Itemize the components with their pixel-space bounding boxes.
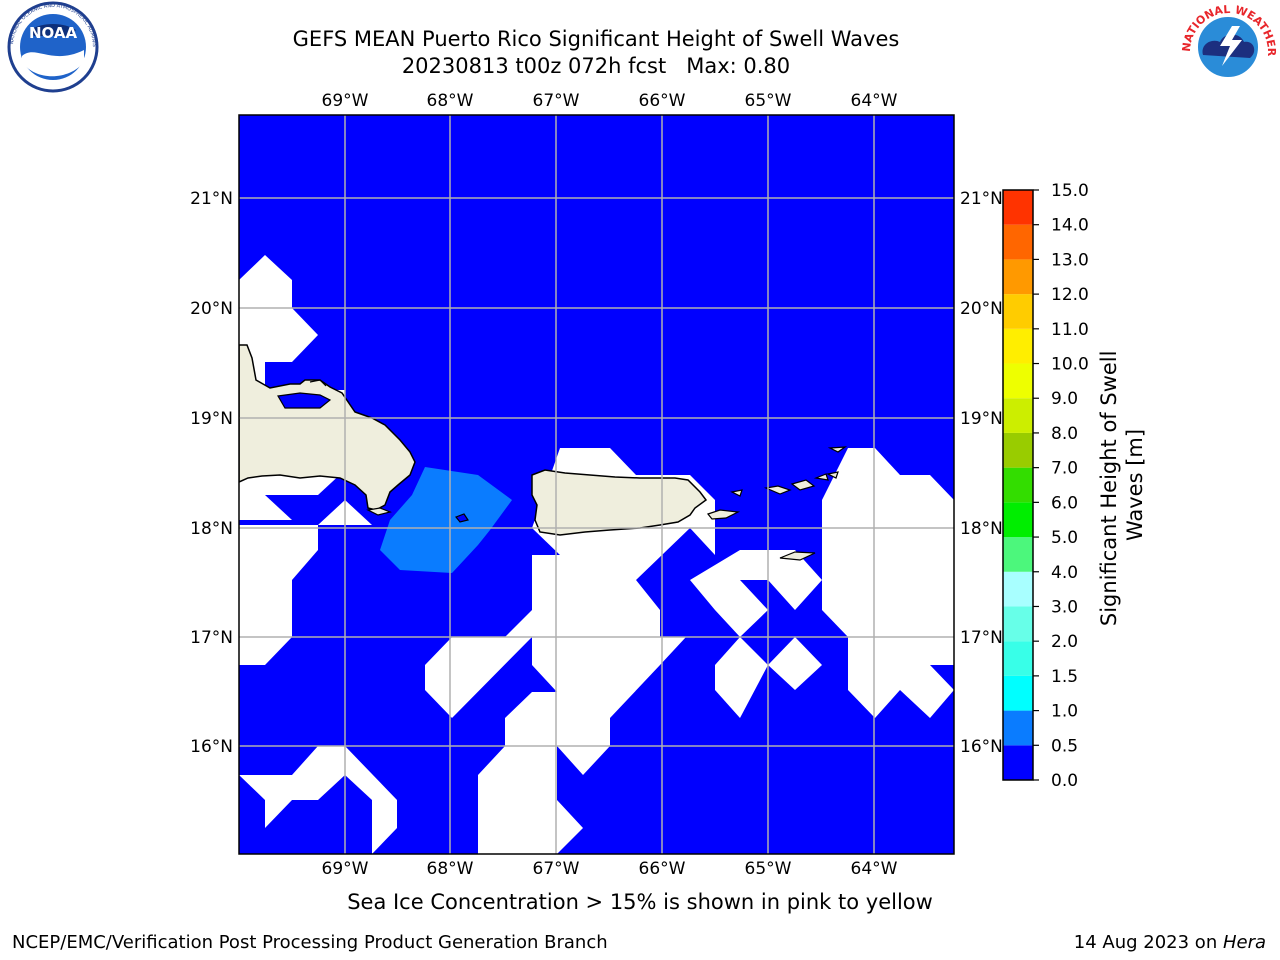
lat-tick-label: 18°N: [190, 519, 233, 539]
lat-tick-label: 20°N: [960, 299, 1003, 319]
lat-labels-right: 21°N 20°N 19°N 18°N 17°N 16°N: [960, 189, 1003, 757]
chart-title: GEFS MEAN Puerto Rico Significant Height…: [292, 27, 900, 51]
colorbar-segment: [1003, 641, 1033, 676]
lon-tick-label: 68°W: [427, 91, 474, 111]
colorbar-label: Significant Height of Swell Waves [m]: [1097, 344, 1147, 626]
hispaniola-landmass: [239, 344, 416, 511]
footer-date-text: 14 Aug 2023 on: [1073, 932, 1223, 953]
swell-contour-0-5: [380, 467, 512, 573]
lat-tick-label: 19°N: [190, 409, 233, 429]
map-frame: [238, 114, 955, 855]
colorbar-segment: [1003, 294, 1033, 329]
colorbar-segment: [1003, 224, 1033, 260]
colorbar-segment: [1003, 432, 1033, 468]
colorbar-segment: [1003, 745, 1033, 780]
graticule: [239, 115, 954, 854]
colorbar-tick-label: 7.0: [1051, 459, 1078, 479]
missing-data-regions: [239, 255, 954, 854]
colorbar-segment: [1003, 537, 1033, 572]
colorbar-segment: [1003, 363, 1033, 399]
colorbar-segment: [1003, 398, 1033, 433]
colorbar-tick-label: 12.0: [1051, 285, 1089, 305]
colorbar-tick-label: 13.0: [1051, 250, 1089, 270]
colorbar-segment: [1003, 571, 1033, 607]
nws-ring-text: NATIONAL WEATHER SERVICE: [0, 0, 1278, 57]
map-plot-area: [239, 115, 954, 854]
footer-date: 14 Aug 2023 on Hera: [1074, 932, 1266, 953]
lat-tick-label: 17°N: [190, 628, 233, 648]
lat-tick-label: 21°N: [190, 189, 233, 209]
lon-tick-label: 64°W: [851, 859, 898, 879]
lon-tick-label: 69°W: [322, 859, 369, 879]
colorbar-tick-label: 0.0: [1051, 771, 1078, 791]
lon-tick-label: 69°W: [322, 91, 369, 111]
st-thomas-island: [763, 485, 792, 495]
lat-tick-label: 18°N: [960, 519, 1003, 539]
lon-tick-label: 65°W: [745, 859, 792, 879]
colorbar-tick-label: 4.0: [1051, 563, 1078, 583]
lat-tick-label: 16°N: [960, 737, 1003, 757]
colorbar-tick-label: 1.5: [1051, 667, 1078, 687]
lat-tick-label: 20°N: [190, 299, 233, 319]
colorbar-segment: [1003, 259, 1033, 295]
lat-labels-left: 21°N 20°N 19°N 18°N 17°N 16°N: [190, 189, 233, 757]
svg-text:NATIONAL WEATHER SERVICE: NATIONAL WEATHER SERVICE: [0, 0, 1278, 57]
colorbar-tick-label: 0.5: [1051, 736, 1078, 756]
colorbar-segment: [1003, 502, 1033, 538]
colorbar-tick-label: 3.0: [1051, 597, 1078, 617]
footer-machine: Hera: [1222, 932, 1266, 953]
lat-tick-label: 17°N: [960, 628, 1003, 648]
lon-tick-label: 67°W: [533, 91, 580, 111]
anegada-island: [827, 446, 848, 453]
lon-labels-bottom: 69°W 68°W 67°W 66°W 65°W 64°W: [322, 859, 898, 879]
colorbar-tick-label: 9.0: [1051, 389, 1078, 409]
colorbar-tick-label: 8.0: [1051, 424, 1078, 444]
colorbar-tick-label: 10.0: [1051, 355, 1089, 375]
lon-tick-label: 66°W: [639, 91, 686, 111]
lon-tick-label: 67°W: [533, 859, 580, 879]
mona-island: [455, 513, 469, 523]
colorbar-segment: [1003, 467, 1033, 503]
colorbar-tick-label: 2.0: [1051, 632, 1078, 652]
noaa-logo-text: NOAA: [29, 24, 78, 42]
lon-labels-top: 69°W 68°W 67°W 66°W 65°W 64°W: [322, 91, 898, 111]
sea-ice-note: Sea Ice Concentration > 15% is shown in …: [347, 890, 933, 914]
lat-tick-label: 21°N: [960, 189, 1003, 209]
colorbar-tick-label: 15.0: [1051, 181, 1089, 201]
vieques-island: [706, 509, 741, 520]
colorbar-segment: [1003, 606, 1033, 642]
nws-logo-icon: NATIONAL WEATHER SERVICE: [0, 0, 1278, 91]
colorbar-segment: [1003, 328, 1033, 364]
colorbar-segment: [1003, 190, 1033, 225]
footer-credit: NCEP/EMC/Verification Post Processing Pr…: [12, 932, 608, 953]
colorbar-tick-label: 5.0: [1051, 528, 1078, 548]
lon-tick-label: 64°W: [851, 91, 898, 111]
colorbar: 0.0 0.5 1.0 1.5 2.0 3.0 4.0 5.0 6.0 7.0 8.0 9.0 10.0…: [1002, 181, 1089, 791]
noaa-logo-icon: NOAA NATIONAL OCEANIC AND ATMOSPHERIC AD…: [0, 0, 99, 93]
colorbar-tick-label: 6.0: [1051, 493, 1078, 513]
colorbar-segment: [1003, 710, 1033, 746]
colorbar-segment: [1003, 675, 1033, 711]
colorbar-tick-label: 14.0: [1051, 216, 1089, 236]
colorbar-tick-label: 1.0: [1051, 702, 1078, 722]
lon-tick-label: 65°W: [745, 91, 792, 111]
lon-tick-label: 68°W: [427, 859, 474, 879]
colorbar-tick-label: 11.0: [1051, 320, 1089, 340]
lon-tick-label: 66°W: [639, 859, 686, 879]
lat-tick-label: 19°N: [960, 409, 1003, 429]
st-croix-island: [779, 551, 816, 561]
chart-subtitle: 20230813 t00z 072h fcst Max: 0.80: [401, 54, 791, 78]
lat-tick-label: 16°N: [190, 737, 233, 757]
